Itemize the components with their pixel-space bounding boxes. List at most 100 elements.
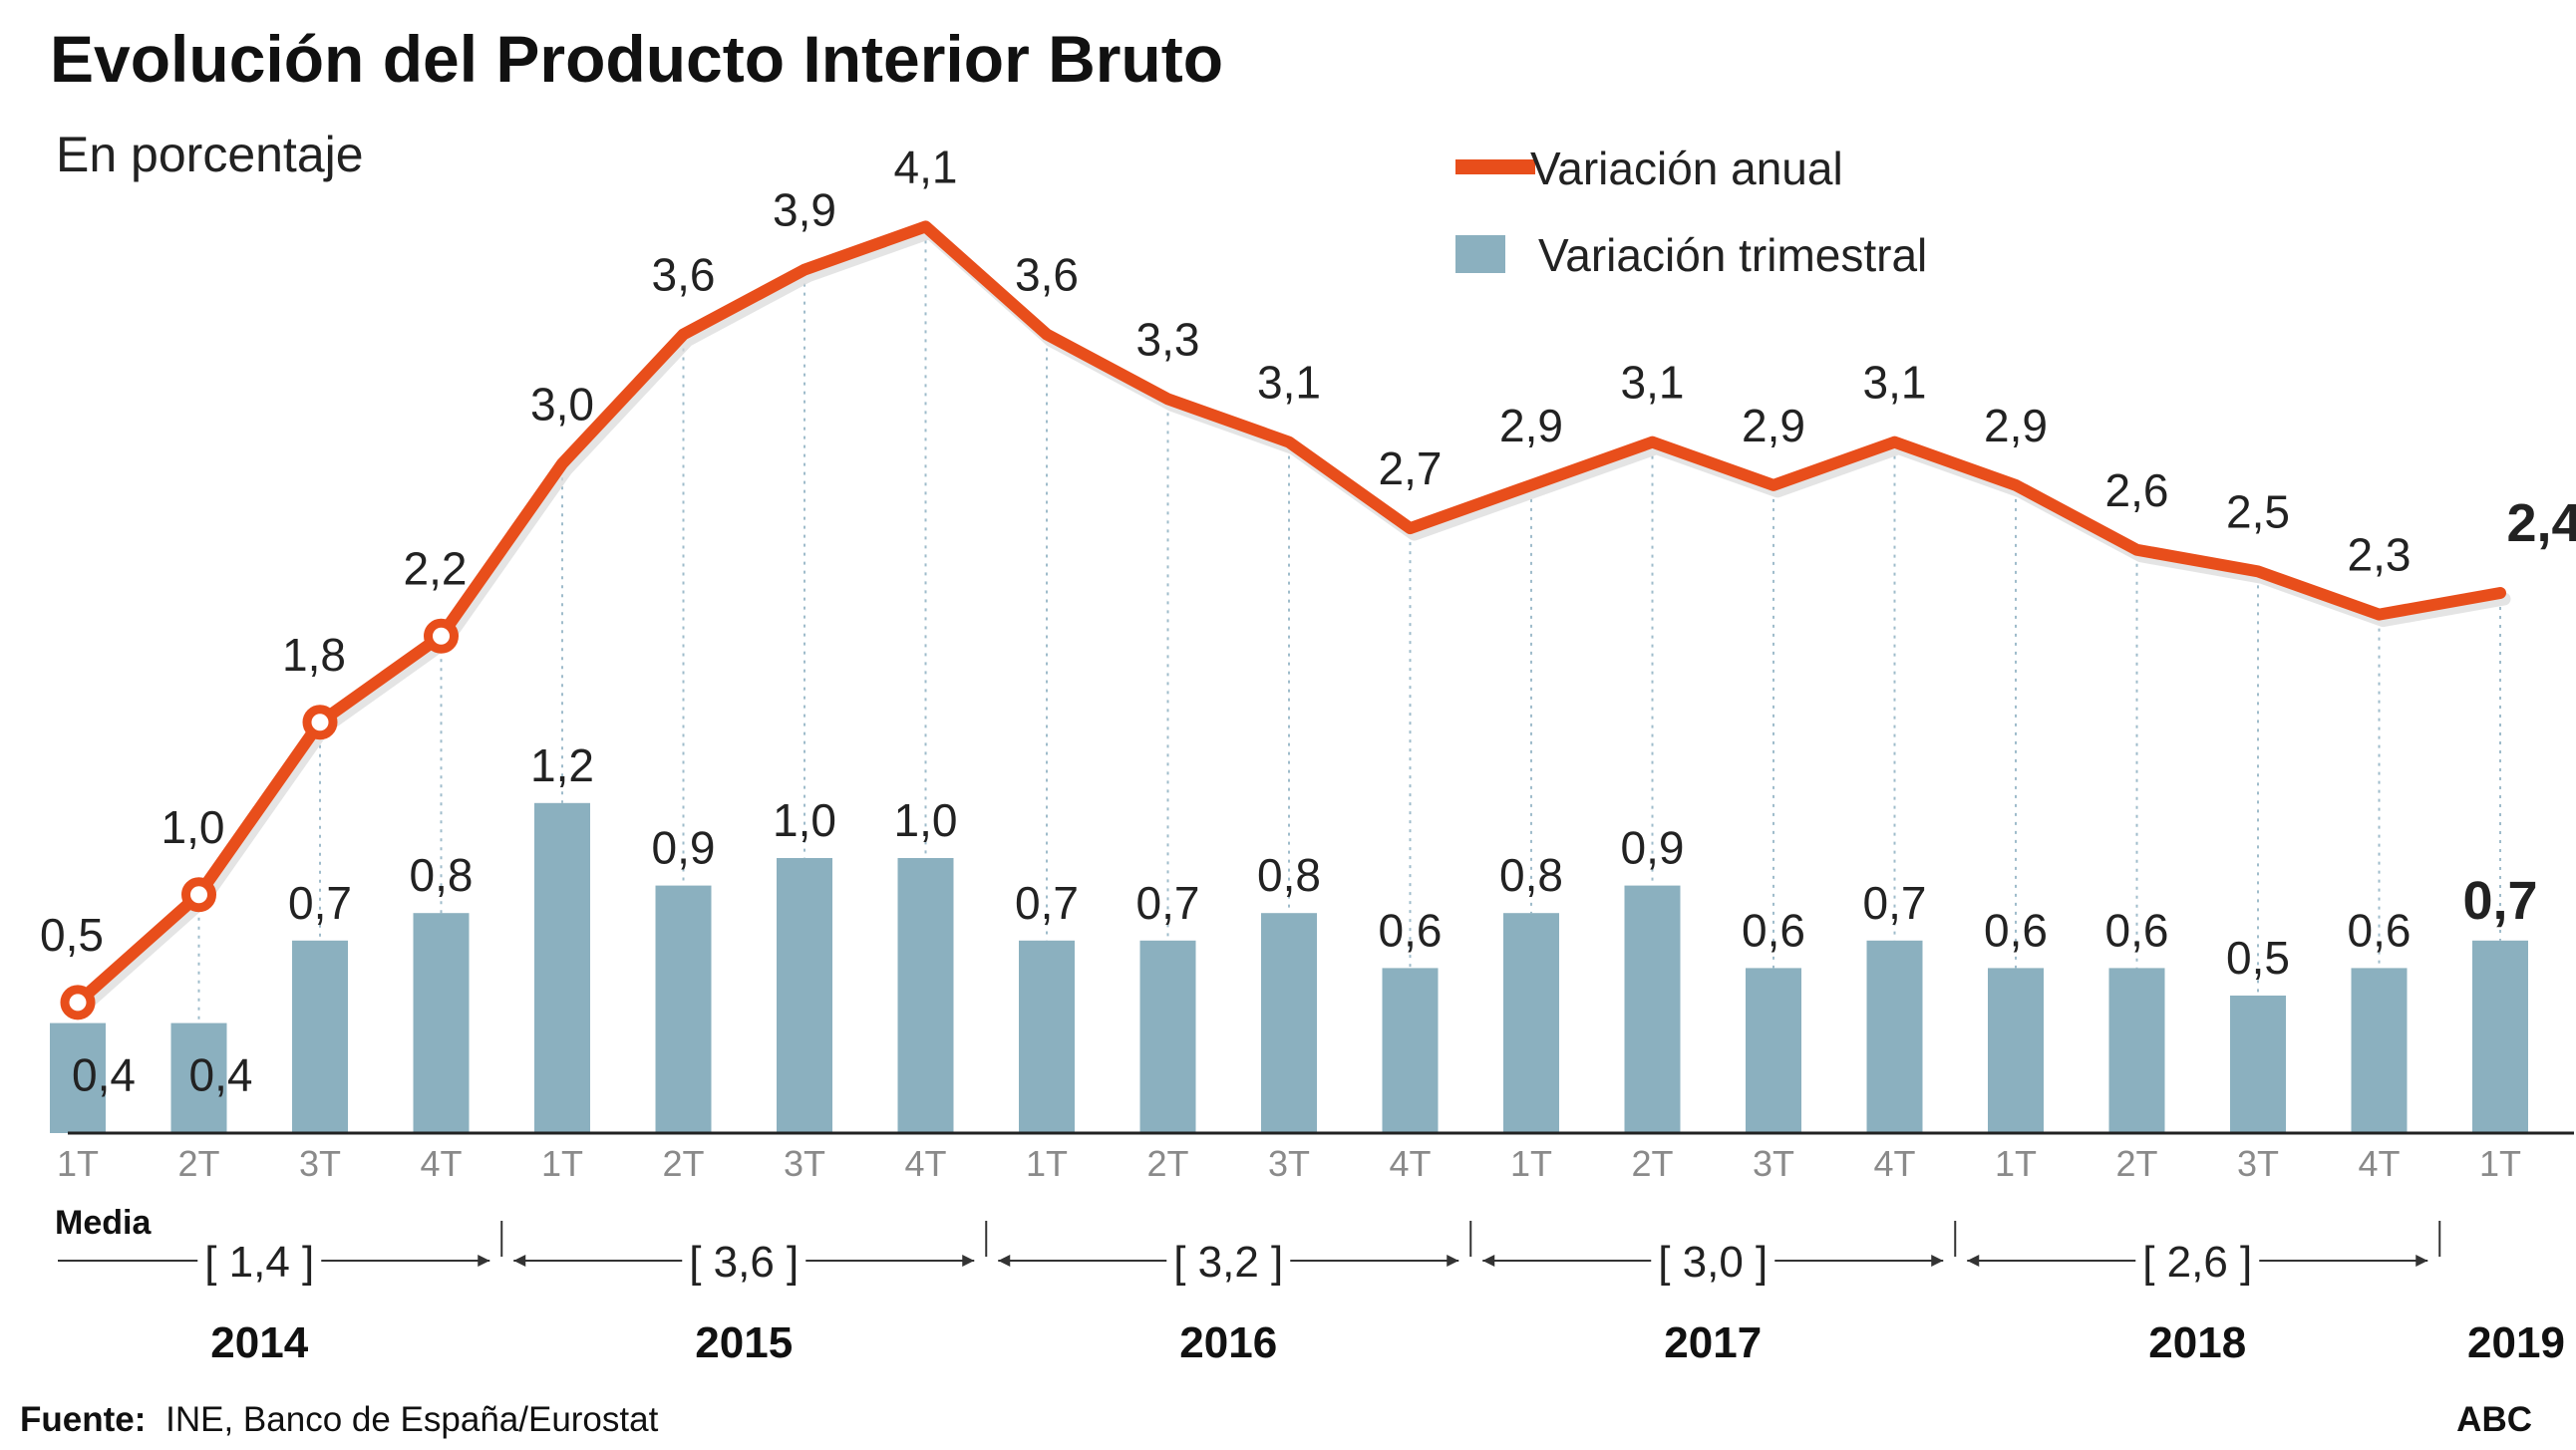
bar-value-label: 0,4 [189, 1049, 253, 1101]
bar [1139, 940, 1196, 1133]
bar [534, 802, 590, 1133]
bar [292, 940, 348, 1133]
x-tick-label: 4T [420, 1143, 462, 1184]
media-arrowhead-right [1447, 1255, 1459, 1267]
year-label: 2015 [695, 1318, 793, 1367]
footer-brand: ABC [2456, 1400, 2532, 1439]
bar [1988, 968, 2044, 1133]
media-row: [ 1,4 ] [ 3,6 ] [ 3,2 ] [ 3,0 ] [ 2,6 ] [58, 1221, 2441, 1287]
line-value-label: 3,1 [1621, 357, 1685, 409]
media-arrowhead-left [1482, 1255, 1495, 1267]
line-marker [60, 985, 96, 1020]
x-tick-label: 3T [784, 1143, 825, 1184]
line-value-label: 3,0 [530, 378, 594, 430]
bar-value-label: 1,0 [773, 794, 836, 846]
media-arrowhead-right [2415, 1255, 2428, 1267]
bar-value-label: 0,7 [1863, 877, 1927, 929]
x-tick-label: 1T [2479, 1143, 2521, 1184]
bar-value-label: 0,8 [410, 849, 474, 901]
line-value-label: 3,9 [773, 184, 836, 236]
bar-value-label: 0,6 [1984, 904, 2048, 956]
bar [1624, 885, 1681, 1133]
media-arrowhead-left [1967, 1255, 1980, 1267]
line-value-label: 3,6 [652, 249, 716, 301]
x-tick-label: 2T [1146, 1143, 1188, 1184]
x-tick-label: 3T [2237, 1143, 2279, 1184]
x-tick-label: 4T [1873, 1143, 1915, 1184]
line-value-label: 2,7 [1379, 442, 1443, 494]
bar-value-label: 0,4 [72, 1049, 136, 1101]
legend-line-swatch [1455, 159, 1535, 174]
bar [1866, 940, 1923, 1133]
year-label: 2017 [1664, 1318, 1762, 1367]
bar-value-label: 1,2 [530, 739, 594, 791]
bar [170, 1022, 227, 1133]
line-value-label: 1,0 [161, 801, 225, 853]
x-tick-label: 2T [1631, 1143, 1673, 1184]
media-value: [ 3,6 ] [689, 1238, 799, 1287]
bar-value-label: 0,9 [652, 822, 716, 874]
line-marker [302, 705, 338, 740]
line-value-label: 2,9 [1499, 400, 1563, 451]
bar [897, 858, 954, 1133]
line-series [60, 220, 2511, 1020]
line-value-label: 4,1 [894, 141, 958, 192]
bar-value-label: 0,8 [1257, 849, 1321, 901]
media-arrowhead-right [478, 1255, 490, 1267]
bar-value-label: 0,6 [1379, 904, 1443, 956]
line-value-label: 2,9 [1742, 400, 1805, 451]
media-arrowhead-right [1931, 1255, 1944, 1267]
x-tick-label: 1T [1995, 1143, 2037, 1184]
year-label: 2018 [2148, 1318, 2246, 1367]
media-value: [ 2,6 ] [2142, 1238, 2252, 1287]
bar-value-label: 0,7 [2462, 871, 2537, 931]
x-tick-label: 2T [2115, 1143, 2157, 1184]
bar-value-label: 0,8 [1499, 849, 1563, 901]
media-arrowhead-right [962, 1255, 975, 1267]
bar-value-label: 0,9 [1621, 822, 1685, 874]
bars [50, 802, 2528, 1133]
bar [2230, 996, 2286, 1133]
line-value-label: 2,6 [2105, 464, 2169, 516]
line-value-label: 3,3 [1136, 313, 1200, 365]
x-tick-label: 4T [904, 1143, 946, 1184]
annual-line [72, 220, 2506, 1009]
line-value-label: 2,5 [2226, 485, 2290, 537]
line-value-label: 0,5 [40, 909, 104, 961]
bar [1261, 913, 1317, 1133]
bar [1382, 968, 1439, 1133]
x-tick-label: 1T [57, 1143, 99, 1184]
line-marker [424, 618, 459, 654]
line-value-label: 2,9 [1984, 400, 2048, 451]
line-value-label: 3,6 [1015, 249, 1079, 301]
line-labels: 0,5 1,0 1,8 2,2 3,0 3,6 3,9 4,1 3,6 3,3 3,1 2,7 2,9 3… [40, 141, 2576, 961]
bar-value-label: 0,7 [1136, 877, 1200, 929]
year-label: 2019 [2467, 1318, 2565, 1367]
bar-value-label: 0,6 [2348, 904, 2412, 956]
legend-bar-swatch [1455, 235, 1505, 273]
bar [1746, 968, 1801, 1133]
bar-value-label: 0,6 [2105, 904, 2169, 956]
bar [1019, 940, 1075, 1133]
footer-source: Fuente: INE, Banco de España/Eurostat [20, 1400, 659, 1439]
x-tick-label: 3T [299, 1143, 341, 1184]
chart-title: Evolución del Producto Interior Bruto [50, 22, 1223, 96]
media-value: [ 3,0 ] [1658, 1238, 1768, 1287]
x-tick-label: 1T [541, 1143, 583, 1184]
bar [1503, 913, 1559, 1133]
media-arrowhead-left [998, 1255, 1011, 1267]
bar-value-label: 0,6 [1742, 904, 1805, 956]
line-value-label: 2,2 [404, 542, 468, 594]
year-label: 2016 [1179, 1318, 1277, 1367]
media-value: [ 1,4 ] [204, 1238, 314, 1287]
line-value-label: 2,3 [2348, 529, 2412, 581]
x-tick-label: 1T [1510, 1143, 1552, 1184]
line-value-label: 3,1 [1257, 357, 1321, 409]
legend-line-label: Variación anual [1530, 143, 1843, 194]
x-tick-label: 4T [1389, 1143, 1431, 1184]
bar [2472, 940, 2528, 1133]
x-tick-label: 3T [1268, 1143, 1310, 1184]
line-value-label: 3,1 [1863, 357, 1927, 409]
bar [655, 885, 712, 1133]
bar-value-label: 0,7 [1015, 877, 1079, 929]
